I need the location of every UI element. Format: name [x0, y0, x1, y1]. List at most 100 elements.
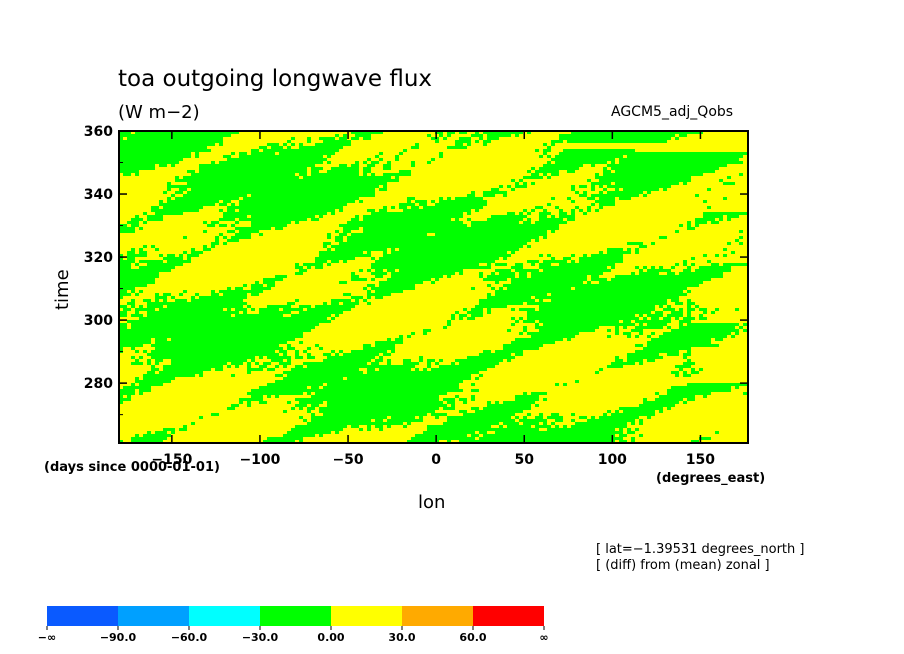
- field-cell: [683, 362, 695, 365]
- field-cell: [247, 365, 251, 368]
- field-cell: [487, 296, 531, 299]
- field-cell: [167, 185, 379, 188]
- field-cell: [319, 254, 371, 257]
- field-cell: [339, 233, 347, 236]
- field-cell: [599, 185, 603, 188]
- field-cell: [375, 425, 383, 428]
- field-cell: [667, 407, 671, 410]
- field-cell: [631, 272, 635, 275]
- field-cell: [247, 404, 251, 407]
- field-cell: [403, 209, 471, 212]
- field-cell: [455, 143, 463, 146]
- field-cell: [387, 425, 391, 428]
- field-cell: [535, 149, 539, 152]
- field-cell: [711, 221, 719, 224]
- field-cell: [419, 416, 423, 419]
- field-cell: [595, 176, 691, 179]
- field-cell: [423, 332, 427, 335]
- field-cell: [335, 134, 339, 137]
- field-cell: [443, 422, 499, 425]
- field-cell: [687, 308, 695, 311]
- field-cell: [511, 281, 583, 284]
- field-cell: [163, 299, 167, 302]
- field-cell: [287, 347, 295, 350]
- field-cell: [183, 425, 187, 428]
- field-cell: [139, 305, 143, 308]
- field-cell: [327, 356, 375, 359]
- field-cell: [391, 251, 507, 254]
- field-cell: [351, 278, 367, 281]
- field-cell: [683, 260, 687, 263]
- field-cell: [231, 236, 251, 239]
- field-cell: [435, 416, 439, 419]
- field-cell: [247, 401, 251, 404]
- field-cell: [119, 344, 143, 347]
- field-cell: [603, 170, 611, 173]
- field-cell: [715, 254, 719, 257]
- field-cell: [167, 182, 171, 185]
- field-cell: [687, 302, 695, 305]
- field-cell: [459, 410, 467, 413]
- field-cell: [171, 194, 175, 197]
- field-cell: [395, 158, 399, 161]
- field-cell: [119, 326, 127, 329]
- field-cell: [351, 164, 359, 167]
- field-cell: [611, 167, 719, 170]
- field-cell: [367, 284, 375, 287]
- field-cell: [127, 395, 131, 398]
- field-cell: [155, 299, 159, 302]
- field-cell: [147, 362, 151, 365]
- x-tick-label: 150: [686, 452, 715, 468]
- field-cell: [679, 308, 683, 311]
- field-cell: [135, 359, 139, 362]
- field-cell: [279, 362, 291, 365]
- field-cell: [519, 317, 523, 320]
- field-cell: [159, 308, 223, 311]
- field-cell: [375, 290, 403, 293]
- field-cell: [367, 251, 371, 254]
- field-cell: [295, 404, 307, 407]
- field-cell: [343, 227, 359, 230]
- field-cell: [315, 257, 355, 260]
- field-cell: [315, 260, 327, 263]
- field-cell: [119, 170, 139, 173]
- field-cell: [643, 317, 647, 320]
- field-cell: [255, 362, 259, 365]
- field-cell: [371, 161, 379, 164]
- field-cell: [659, 305, 663, 308]
- field-cell: [251, 221, 291, 224]
- field-cell: [695, 224, 699, 227]
- field-cell: [119, 149, 211, 152]
- colorbar-swatch: [260, 606, 331, 626]
- field-cell: [151, 368, 159, 371]
- field-cell: [539, 299, 543, 302]
- field-cell: [655, 311, 663, 314]
- field-cell: [739, 326, 743, 329]
- field-cell: [171, 338, 295, 341]
- field-cell: [351, 425, 359, 428]
- field-cell: [151, 356, 255, 359]
- field-cell: [163, 368, 211, 371]
- field-cell: [543, 269, 611, 272]
- field-cell: [363, 344, 371, 347]
- field-cell: [539, 215, 547, 218]
- field-cell: [119, 287, 135, 290]
- colorbar-swatch: [331, 606, 402, 626]
- field-cell: [447, 134, 451, 137]
- field-cell: [247, 362, 251, 365]
- field-cell: [311, 386, 319, 389]
- field-cell: [687, 359, 691, 362]
- field-cell: [331, 302, 339, 305]
- field-cell: [723, 248, 727, 251]
- field-cell: [299, 407, 303, 410]
- chart-units: (W m−2): [118, 102, 200, 123]
- field-cell: [463, 413, 515, 416]
- field-cell: [375, 296, 383, 299]
- field-cell: [143, 377, 175, 380]
- field-cell: [363, 137, 371, 140]
- field-cell: [571, 188, 575, 191]
- field-cell: [471, 398, 475, 401]
- field-cell: [251, 287, 271, 290]
- field-cell: [619, 161, 743, 164]
- field-cell: [639, 404, 675, 407]
